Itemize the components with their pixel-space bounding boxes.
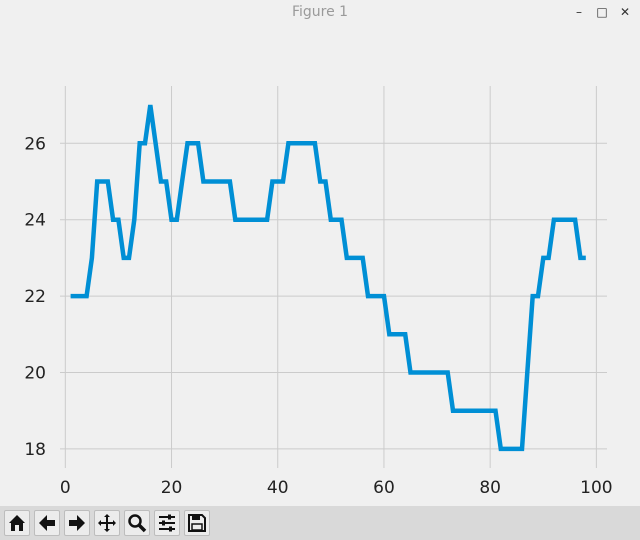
arrow-left-icon <box>39 515 55 531</box>
magnifier-icon <box>128 514 147 533</box>
close-icon[interactable]: ✕ <box>619 5 631 19</box>
home-icon <box>9 515 25 531</box>
y-tick-label: 26 <box>24 134 46 154</box>
configure-subplots-button[interactable] <box>154 510 180 536</box>
tick-labels: 0 20 40 60 80 100 18 20 22 24 26 <box>24 134 612 498</box>
move-icon <box>98 514 116 532</box>
x-tick-label: 80 <box>479 478 501 498</box>
save-button[interactable] <box>184 510 210 536</box>
arrow-right-icon <box>69 515 85 531</box>
x-tick-label: 0 <box>60 478 71 498</box>
y-tick-label: 22 <box>24 287 46 307</box>
forward-button[interactable] <box>64 510 90 536</box>
zoom-button[interactable] <box>124 510 150 536</box>
y-tick-label: 24 <box>24 211 46 231</box>
y-tick-label: 18 <box>24 440 46 460</box>
floppy-disk-icon <box>188 514 206 532</box>
navigation-toolbar <box>0 506 640 540</box>
series-group <box>70 104 586 452</box>
maximize-icon[interactable]: □ <box>596 5 608 19</box>
pan-button[interactable] <box>94 510 120 536</box>
y-tick-label: 20 <box>24 364 46 384</box>
series-line <box>70 104 586 452</box>
x-tick-label: 20 <box>161 478 183 498</box>
grid-lines <box>60 86 607 468</box>
back-button[interactable] <box>34 510 60 536</box>
home-button[interactable] <box>4 510 30 536</box>
figure-canvas[interactable]: 0 20 40 60 80 100 18 20 22 24 26 <box>0 26 640 506</box>
x-tick-label: 100 <box>580 478 612 498</box>
x-tick-label: 60 <box>373 478 395 498</box>
window-title: Figure 1 <box>291 4 349 20</box>
minimize-icon[interactable]: – <box>576 5 582 19</box>
x-tick-label: 40 <box>267 478 289 498</box>
sliders-icon <box>159 514 175 532</box>
window-titlebar: Figure 1 – □ ✕ <box>0 0 640 26</box>
